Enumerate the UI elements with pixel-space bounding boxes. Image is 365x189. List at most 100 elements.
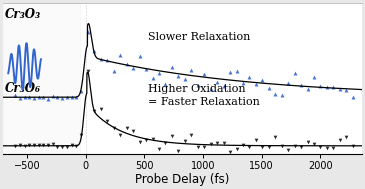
Point — [195, 84, 201, 87]
Point — [201, 145, 207, 148]
Point — [98, 107, 104, 110]
Point — [85, 30, 91, 33]
Point — [130, 67, 136, 70]
Point — [162, 142, 168, 145]
Point — [156, 71, 162, 74]
Bar — [4, 3, 80, 154]
Point — [73, 96, 79, 99]
Point — [143, 138, 149, 141]
Point — [337, 138, 343, 141]
Text: Slower Relaxation: Slower Relaxation — [148, 32, 250, 42]
Point — [292, 144, 297, 147]
Point — [330, 85, 336, 88]
Point — [17, 96, 23, 99]
Point — [266, 86, 272, 89]
Point — [214, 141, 220, 144]
Point — [36, 144, 42, 147]
Point — [305, 141, 311, 144]
Point — [266, 146, 272, 149]
Point — [324, 146, 330, 149]
Point — [59, 96, 65, 99]
Point — [272, 136, 278, 139]
Point — [130, 130, 136, 133]
Point — [350, 95, 356, 98]
Point — [45, 98, 51, 101]
Point — [69, 95, 74, 98]
Point — [50, 95, 56, 98]
Point — [337, 88, 343, 91]
Point — [234, 147, 239, 150]
Point — [279, 145, 285, 148]
Point — [111, 126, 117, 129]
Point — [26, 144, 32, 147]
Point — [41, 143, 46, 146]
Point — [54, 145, 60, 148]
Point — [214, 81, 220, 84]
Point — [26, 95, 32, 98]
Point — [150, 138, 155, 141]
Point — [311, 75, 317, 78]
Point — [253, 139, 259, 142]
Point — [59, 145, 65, 148]
Text: Cr₃O₆: Cr₃O₆ — [5, 82, 41, 95]
Point — [45, 143, 51, 146]
Point — [285, 149, 291, 152]
Point — [208, 142, 214, 145]
Point — [311, 142, 317, 145]
Point — [124, 126, 130, 129]
Point — [64, 146, 70, 149]
Point — [240, 143, 246, 146]
Point — [137, 55, 143, 58]
Point — [318, 84, 323, 88]
Point — [240, 82, 246, 85]
Point — [22, 144, 27, 147]
Point — [330, 147, 336, 150]
Point — [182, 140, 188, 143]
Point — [260, 146, 265, 149]
Point — [54, 95, 60, 98]
Point — [150, 76, 155, 79]
Point — [221, 142, 227, 145]
Text: Cr₃O₃: Cr₃O₃ — [5, 8, 41, 21]
Point — [85, 70, 91, 73]
Point — [298, 145, 304, 148]
Point — [104, 58, 110, 61]
Point — [118, 53, 123, 56]
Point — [195, 146, 201, 149]
Point — [22, 96, 27, 99]
Point — [227, 151, 233, 154]
Point — [253, 82, 259, 85]
Point — [188, 68, 194, 71]
Point — [31, 97, 37, 100]
Point — [318, 146, 323, 149]
Point — [118, 134, 123, 137]
Point — [292, 72, 297, 75]
Text: Higher Oxidation
= Faster Relaxation: Higher Oxidation = Faster Relaxation — [148, 84, 260, 107]
Point — [73, 144, 79, 147]
Point — [246, 76, 252, 79]
Point — [137, 141, 143, 144]
Point — [201, 73, 207, 76]
Point — [98, 57, 104, 60]
Point — [260, 79, 265, 82]
Point — [272, 92, 278, 95]
Point — [169, 66, 175, 69]
Point — [78, 90, 84, 93]
Point — [350, 145, 356, 148]
Point — [324, 86, 330, 89]
Point — [12, 94, 18, 97]
Point — [12, 145, 18, 148]
Point — [176, 149, 181, 152]
X-axis label: Probe Delay (fs): Probe Delay (fs) — [135, 173, 230, 186]
Point — [182, 77, 188, 80]
Point — [221, 84, 227, 88]
Point — [169, 135, 175, 138]
Point — [227, 71, 233, 74]
Point — [41, 96, 46, 99]
Point — [343, 135, 349, 138]
Point — [305, 88, 311, 91]
Point — [92, 109, 97, 112]
Point — [279, 93, 285, 96]
Point — [246, 146, 252, 149]
Point — [31, 143, 37, 146]
